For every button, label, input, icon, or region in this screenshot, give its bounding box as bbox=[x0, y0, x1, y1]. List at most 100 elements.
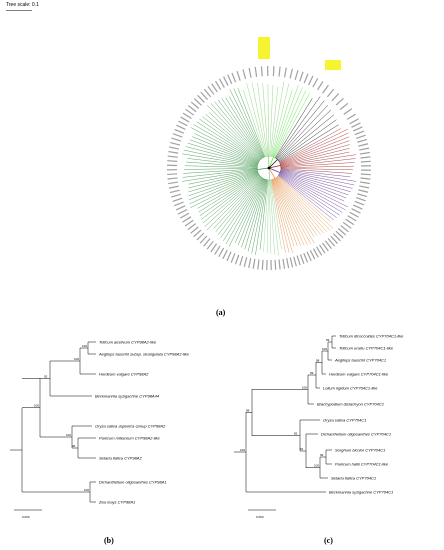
branch bbox=[248, 164, 258, 167]
branch-tip bbox=[279, 187, 312, 245]
branch bbox=[238, 170, 258, 176]
branch bbox=[242, 161, 258, 166]
highlighted-gene-1 bbox=[258, 37, 270, 59]
branch bbox=[257, 152, 262, 159]
branch-tip bbox=[214, 101, 254, 150]
bootstrap-value: 82 bbox=[294, 432, 298, 436]
branch-tip bbox=[282, 105, 328, 154]
branch-tip bbox=[284, 180, 334, 221]
leaf-label-mark bbox=[197, 94, 205, 103]
branch bbox=[243, 148, 260, 161]
leaf-label-mark bbox=[324, 240, 332, 249]
leaf-label-mark bbox=[222, 249, 228, 260]
leaf-label-mark bbox=[169, 189, 180, 194]
leaf-label-mark bbox=[360, 160, 371, 163]
branch-tip bbox=[271, 196, 279, 256]
branch bbox=[264, 144, 267, 157]
bootstrap-value: 100 bbox=[82, 344, 87, 348]
branch-tip bbox=[244, 196, 261, 250]
leaf-label-mark bbox=[354, 200, 365, 206]
branch-tip bbox=[292, 168, 353, 171]
branch bbox=[280, 163, 296, 167]
branch-tip bbox=[213, 189, 249, 229]
leaf-label-mark bbox=[171, 137, 182, 142]
leaf-label-mark bbox=[360, 177, 371, 180]
branch-tip bbox=[210, 103, 251, 147]
leaf-label-mark bbox=[354, 130, 365, 136]
clade-stem bbox=[268, 155, 270, 169]
leaf-label-mark bbox=[358, 189, 369, 193]
leaf-label-mark bbox=[179, 212, 190, 219]
branch bbox=[241, 172, 258, 180]
branch-tip bbox=[190, 127, 252, 160]
branch-tip bbox=[284, 188, 321, 235]
leaf-label-mark bbox=[193, 229, 202, 238]
branch-tip bbox=[215, 182, 257, 232]
branch-tip bbox=[233, 88, 259, 144]
branch bbox=[275, 177, 282, 186]
branch-tip bbox=[286, 169, 351, 178]
branch bbox=[280, 169, 287, 171]
branch bbox=[251, 143, 263, 159]
leaf-label-mark bbox=[309, 249, 316, 260]
clade-arc bbox=[272, 156, 275, 158]
branch bbox=[249, 146, 262, 160]
leaf-label-mark bbox=[175, 205, 186, 211]
leaf-label-mark bbox=[187, 105, 197, 113]
branch bbox=[260, 179, 266, 193]
branch bbox=[269, 179, 271, 192]
branch bbox=[280, 161, 300, 166]
clade-3 bbox=[268, 70, 319, 169]
branch-tip bbox=[220, 191, 253, 238]
leaf-label-mark bbox=[234, 254, 240, 265]
leaf-label-mark bbox=[199, 235, 208, 244]
branch bbox=[278, 174, 293, 185]
branch bbox=[253, 174, 259, 178]
branch-tip bbox=[284, 100, 325, 150]
leaf-label-mark bbox=[294, 70, 299, 80]
leaf-label-mark bbox=[261, 259, 264, 270]
branch bbox=[256, 177, 262, 184]
panel-label-b: (b) bbox=[104, 536, 114, 545]
leaf-label-mark bbox=[351, 208, 361, 214]
branch-tip bbox=[295, 124, 339, 152]
branch-tip bbox=[281, 184, 318, 236]
clade-stem bbox=[268, 159, 278, 169]
branch-tip bbox=[290, 109, 332, 148]
bootstrap-value: 98 bbox=[316, 359, 320, 363]
branch-tip bbox=[243, 90, 264, 151]
leaf-label-mark bbox=[306, 251, 312, 262]
leaf-label-mark bbox=[236, 70, 241, 81]
leaf-label-mark bbox=[303, 252, 309, 263]
branch bbox=[243, 164, 258, 167]
branch bbox=[257, 143, 265, 158]
branch-tip bbox=[275, 186, 298, 247]
leaf-label-mark bbox=[168, 181, 179, 185]
branch bbox=[280, 171, 294, 177]
branch bbox=[264, 179, 267, 192]
branch-tip bbox=[282, 191, 315, 244]
branch bbox=[266, 148, 268, 157]
branch bbox=[272, 179, 276, 187]
branch bbox=[246, 169, 258, 172]
branch bbox=[260, 146, 265, 157]
taxon-label: Triticum dicoccoides CYP704C1-like bbox=[339, 333, 404, 338]
branch-tip bbox=[297, 140, 350, 159]
branch bbox=[276, 177, 285, 189]
branch-tip bbox=[182, 171, 247, 182]
branch-tip bbox=[293, 179, 349, 208]
branch bbox=[253, 149, 262, 159]
branch bbox=[270, 136, 273, 157]
leaf-label-mark bbox=[231, 72, 237, 83]
branch bbox=[251, 161, 258, 165]
leaf-label-mark bbox=[172, 197, 183, 202]
branch-tip bbox=[266, 197, 269, 253]
leaf-label-mark bbox=[303, 73, 309, 84]
leaf-label-mark bbox=[289, 68, 293, 79]
leaf-label-mark bbox=[346, 113, 356, 120]
taxon-label: Oryza sativa CYP704C1 bbox=[323, 417, 366, 422]
branch-tip bbox=[297, 180, 345, 202]
leaf-label-mark bbox=[359, 181, 370, 185]
taxon-label: Beckmannia syzigachne CYP704C1 bbox=[329, 489, 393, 494]
leaf-label-mark bbox=[243, 257, 248, 268]
